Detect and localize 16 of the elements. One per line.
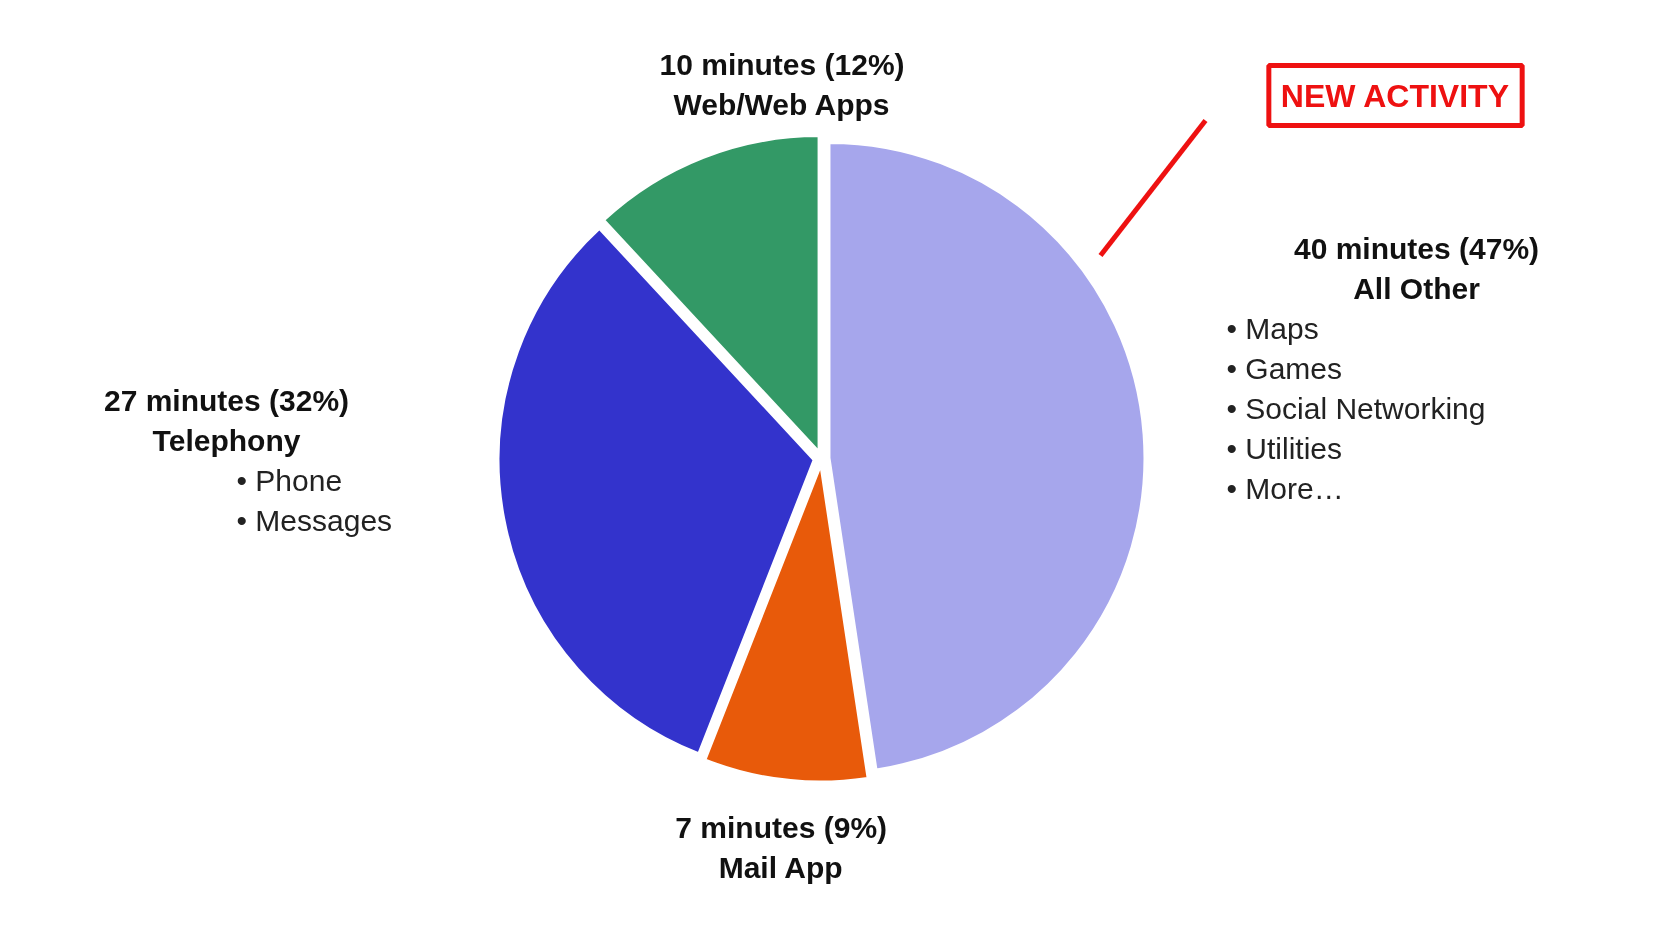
slice-label: All Other: [1353, 271, 1481, 305]
text: • Social Networking: [1226, 391, 1486, 425]
text: • Utilities: [1226, 431, 1343, 465]
text: • Phone: [236, 464, 343, 498]
slice-label: Web/Web Apps: [673, 88, 890, 122]
data-label: 7 minutes (9%): [675, 811, 888, 845]
data-label: 10 minutes (12%): [659, 48, 905, 82]
text: • More…: [1226, 471, 1344, 505]
slice-label: Telephony: [152, 424, 301, 458]
text: • Games: [1226, 351, 1343, 385]
slice-label: Mail App: [718, 851, 843, 885]
data-label: 27 minutes (32%): [103, 384, 350, 418]
text: • Maps: [1226, 311, 1319, 345]
text: • Messages: [236, 504, 393, 538]
data-label: 40 minutes (47%): [1293, 231, 1540, 265]
text: NEW ACTIVITY: [1280, 77, 1509, 114]
